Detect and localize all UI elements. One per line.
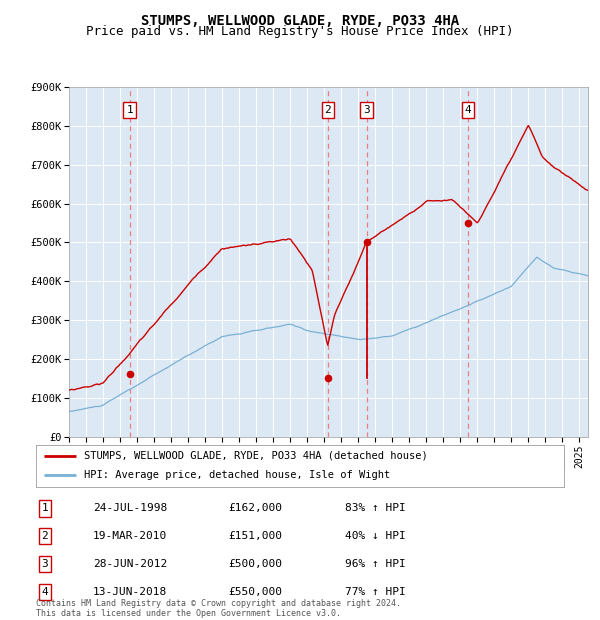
- Text: 28-JUN-2012: 28-JUN-2012: [93, 559, 167, 569]
- Text: 4: 4: [41, 587, 49, 597]
- Text: 40% ↓ HPI: 40% ↓ HPI: [345, 531, 406, 541]
- Text: 4: 4: [464, 105, 471, 115]
- Text: £162,000: £162,000: [228, 503, 282, 513]
- Text: STUMPS, WELLWOOD GLADE, RYDE, PO33 4HA: STUMPS, WELLWOOD GLADE, RYDE, PO33 4HA: [141, 14, 459, 28]
- Text: 24-JUL-1998: 24-JUL-1998: [93, 503, 167, 513]
- Text: £500,000: £500,000: [228, 559, 282, 569]
- Text: 96% ↑ HPI: 96% ↑ HPI: [345, 559, 406, 569]
- Text: 3: 3: [363, 105, 370, 115]
- Text: 1: 1: [41, 503, 49, 513]
- Text: £550,000: £550,000: [228, 587, 282, 597]
- Text: 2: 2: [325, 105, 331, 115]
- Text: HPI: Average price, detached house, Isle of Wight: HPI: Average price, detached house, Isle…: [83, 471, 390, 480]
- Text: 83% ↑ HPI: 83% ↑ HPI: [345, 503, 406, 513]
- Text: 19-MAR-2010: 19-MAR-2010: [93, 531, 167, 541]
- Text: 13-JUN-2018: 13-JUN-2018: [93, 587, 167, 597]
- Text: 77% ↑ HPI: 77% ↑ HPI: [345, 587, 406, 597]
- Text: 3: 3: [41, 559, 49, 569]
- Text: Price paid vs. HM Land Registry's House Price Index (HPI): Price paid vs. HM Land Registry's House …: [86, 25, 514, 38]
- Text: Contains HM Land Registry data © Crown copyright and database right 2024.
This d: Contains HM Land Registry data © Crown c…: [36, 599, 401, 618]
- Text: STUMPS, WELLWOOD GLADE, RYDE, PO33 4HA (detached house): STUMPS, WELLWOOD GLADE, RYDE, PO33 4HA (…: [83, 451, 427, 461]
- Text: 2: 2: [41, 531, 49, 541]
- Text: 1: 1: [126, 105, 133, 115]
- Text: £151,000: £151,000: [228, 531, 282, 541]
